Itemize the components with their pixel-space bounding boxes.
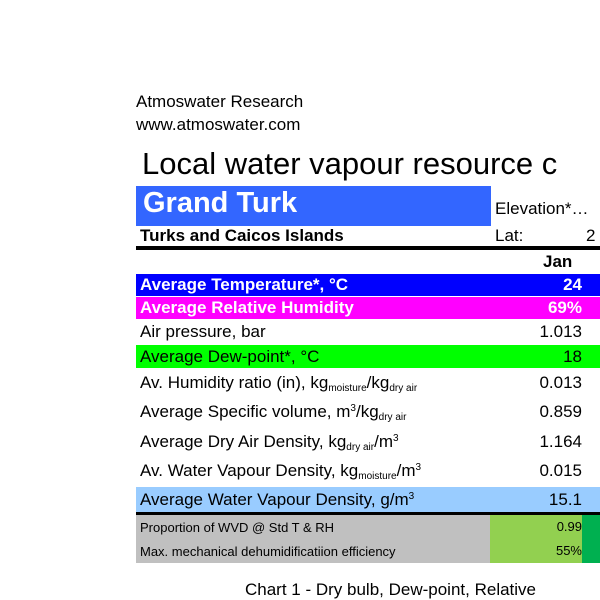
row-label: Average Temperature*, °C bbox=[140, 275, 349, 294]
label-text: Av. Water Vapour Density, kg bbox=[140, 460, 359, 480]
row-value: 18 bbox=[563, 346, 582, 366]
label-text: Average Water Vapour Density, g/m bbox=[140, 489, 409, 509]
next-column-cell bbox=[582, 539, 600, 563]
label-text: Average Dry Air Density, kg bbox=[140, 431, 347, 451]
row-dewpoint: Average Dew-point*, °C 18 bbox=[136, 345, 600, 368]
row-value: 0.015 bbox=[539, 461, 582, 480]
row-pressure: Air pressure, bar 1.013 bbox=[136, 320, 600, 344]
row-label: Air pressure, bar bbox=[140, 322, 266, 341]
divider bbox=[136, 246, 600, 250]
label-subscript: moisture bbox=[328, 382, 367, 394]
row-label: Av. Humidity ratio (in), kgmoisture/kgdr… bbox=[136, 373, 494, 394]
org-name: Atmoswater Research bbox=[136, 92, 304, 111]
row-label: Average Water Vapour Density, g/m3 bbox=[136, 490, 494, 510]
label-text: /kg bbox=[366, 372, 390, 392]
row-value: 24 bbox=[563, 275, 582, 294]
row-proportion: Proportion of WVD @ Std T & RH 0.99 bbox=[136, 515, 600, 539]
row-value: 15.1 bbox=[548, 489, 582, 509]
row-dry-air-density: Average Dry Air Density, kgdry air/m3 1.1… bbox=[136, 428, 600, 456]
row-label: Max. mechanical dehumidificatiion effici… bbox=[140, 543, 396, 559]
row-efficiency: Max. mechanical dehumidificatiion effici… bbox=[136, 539, 600, 563]
row-value: 1.164 bbox=[539, 432, 582, 451]
row-label: Average Dry Air Density, kgdry air/m3 bbox=[136, 432, 494, 453]
row-label: Average Dew-point*, °C bbox=[140, 346, 320, 366]
label-subscript: dry air bbox=[346, 441, 375, 453]
page-title: Local water vapour resource c bbox=[142, 146, 558, 181]
country-name: Turks and Caicos Islands bbox=[140, 226, 344, 245]
row-humidity-ratio: Av. Humidity ratio (in), kgmoisture/kgdr… bbox=[136, 369, 600, 397]
row-value: 0.859 bbox=[539, 402, 582, 421]
elevation-label: Elevation*… bbox=[495, 199, 589, 218]
label-subscript: dry air bbox=[389, 382, 418, 394]
row-label: Proportion of WVD @ Std T & RH bbox=[140, 519, 335, 535]
label-text: Av. Humidity ratio (in), kg bbox=[140, 372, 329, 392]
location-name: Grand Turk bbox=[143, 187, 298, 219]
label-subscript: dry air bbox=[378, 411, 407, 423]
label-text: Average Specific volume, m bbox=[140, 401, 351, 421]
row-label: Average Relative Humidity bbox=[140, 298, 354, 317]
row-value: 0.013 bbox=[539, 373, 582, 392]
row-specific-volume: Average Specific volume, m3/kgdry air 0.8… bbox=[136, 398, 600, 426]
next-column-cell bbox=[582, 515, 600, 539]
row-temperature: Average Temperature*, °C 24 bbox=[136, 274, 600, 296]
label-subscript: moisture bbox=[358, 470, 397, 482]
row-label: Av. Water Vapour Density, kgmoisture/m3 bbox=[136, 461, 494, 482]
label-superscript: 3 bbox=[350, 402, 356, 414]
label-superscript: 3 bbox=[408, 490, 415, 502]
row-value: 55% bbox=[490, 539, 582, 563]
label-text: /kg bbox=[355, 401, 379, 421]
row-humidity: Average Relative Humidity 69% bbox=[136, 297, 600, 319]
row-wvd-g: Average Water Vapour Density, g/m3 15.1 bbox=[136, 487, 600, 512]
month-header: Jan bbox=[543, 252, 573, 271]
row-value: 1.013 bbox=[539, 322, 582, 341]
label-text: /m bbox=[374, 431, 393, 451]
label-superscript: 3 bbox=[392, 432, 399, 444]
row-label: Average Specific volume, m3/kgdry air bbox=[136, 402, 494, 423]
label-superscript: 3 bbox=[415, 461, 422, 473]
location-banner bbox=[136, 186, 491, 226]
org-url[interactable]: www.atmoswater.com bbox=[136, 115, 301, 134]
row-value: 69% bbox=[547, 298, 582, 317]
chart-title: Chart 1 - Dry bulb, Dew-point, Relative bbox=[245, 580, 537, 599]
label-text: /m bbox=[396, 460, 416, 480]
lat-label: Lat: bbox=[495, 226, 524, 245]
lat-value: 2 bbox=[586, 226, 596, 245]
row-value: 0.99 bbox=[490, 515, 582, 539]
row-wvd-kg: Av. Water Vapour Density, kgmoisture/m3 0… bbox=[136, 457, 600, 485]
divider bbox=[136, 512, 600, 515]
